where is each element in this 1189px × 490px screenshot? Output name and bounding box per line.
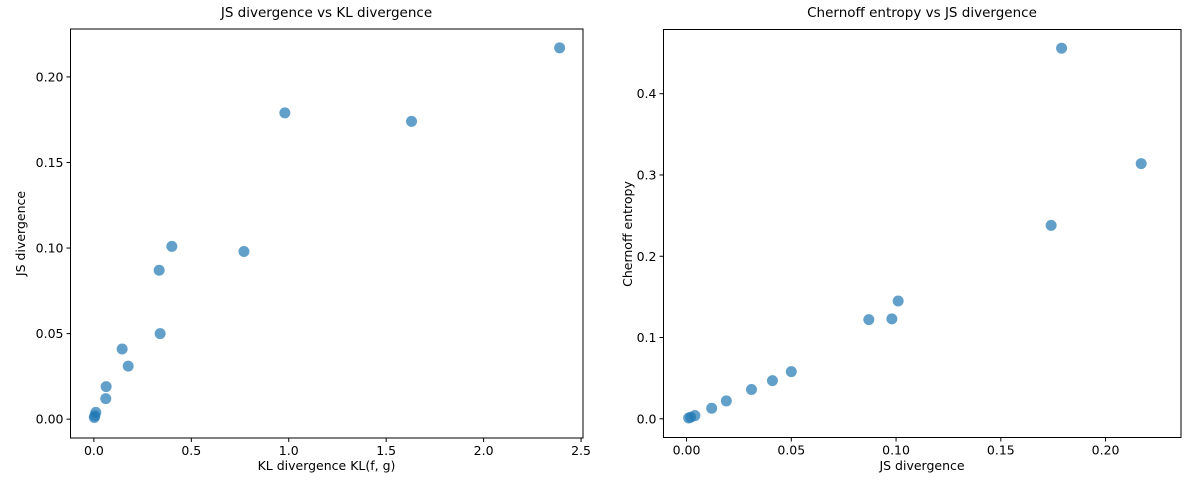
axes-spines [70, 28, 584, 439]
y-tick-label: 0.05 [36, 326, 64, 341]
scatter-point [116, 343, 128, 355]
scatter-point [706, 402, 718, 414]
scatter-point [100, 381, 112, 393]
x-tick-label: 0.15 [987, 443, 1015, 458]
right-chart-plot-area: 0.00 0.05 0.10 0.15 0.20 0.0 0.1 0.2 0.3 0.4 [637, 29, 1182, 458]
left-chart-title: JS divergence vs KL divergence [220, 5, 433, 21]
x-tick-label: 2.5 [571, 443, 591, 458]
scatter-point [886, 313, 898, 325]
y-tick-label: 0.3 [637, 167, 657, 182]
scatter-point [1045, 219, 1057, 231]
left-chart: JS divergence vs KL divergence KL diverg… [0, 0, 594, 490]
scatter-point [406, 115, 418, 127]
scatter-point [785, 366, 797, 378]
x-tick-label: 0.00 [673, 443, 701, 458]
scatter-point [90, 406, 102, 418]
scatter-point [689, 410, 701, 422]
x-tick-label: 0.10 [882, 443, 910, 458]
y-tick-label: 0.2 [637, 249, 657, 264]
y-tick-label: 0.0 [637, 411, 657, 426]
y-tick-label: 0.00 [36, 412, 64, 427]
left-chart-plot-area: 0.0 0.5 1.0 1.5 2.0 2.5 0.00 0.05 0.10 0.15 0.20 [36, 28, 591, 458]
scatter-point [1135, 158, 1147, 170]
y-tick-label: 0.1 [637, 330, 657, 345]
y-tick-label: 0.4 [637, 86, 657, 101]
scatter-point [153, 264, 165, 276]
x-tick-label: 0.5 [181, 443, 201, 458]
scatter-point [238, 245, 250, 257]
scatter-point [892, 295, 904, 307]
y-tick-label: 0.10 [36, 241, 64, 256]
scatter-point [154, 328, 166, 340]
scatter-point [166, 240, 178, 252]
right-chart: Chernoff entropy vs JS divergence JS div… [594, 0, 1189, 490]
right-chart-title: Chernoff entropy vs JS divergence [807, 5, 1037, 21]
scatter-point [720, 395, 732, 407]
scatter-point [766, 375, 778, 387]
x-tick-label: 2.0 [474, 443, 494, 458]
y-tick-label: 0.15 [36, 155, 64, 170]
x-tick-label: 0.20 [1092, 443, 1120, 458]
right-chart-xlabel: JS divergence [879, 458, 965, 473]
scatter-point [279, 107, 291, 119]
y-tick-label: 0.20 [36, 69, 64, 84]
axes-spines [663, 29, 1182, 438]
x-tick-label: 1.0 [279, 443, 299, 458]
scatter-point [122, 360, 134, 372]
scatter-point [863, 314, 875, 326]
x-tick-label: 0.0 [84, 443, 104, 458]
scatter-point [1056, 42, 1068, 54]
scatter-point [554, 42, 566, 54]
left-chart-xlabel: KL divergence KL(f, g) [257, 458, 396, 473]
scatter-point [745, 384, 757, 396]
x-tick-label: 1.5 [376, 443, 396, 458]
x-tick-label: 0.05 [777, 443, 805, 458]
scatter-point [100, 393, 112, 405]
